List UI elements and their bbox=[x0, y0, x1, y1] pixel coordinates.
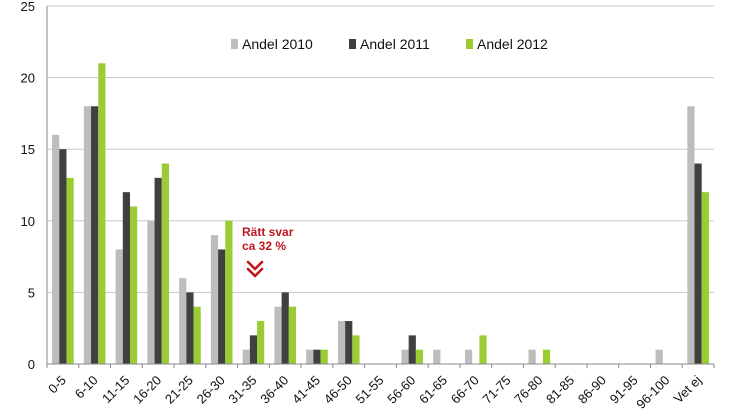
bar bbox=[542, 349, 551, 364]
legend-swatch bbox=[466, 39, 473, 49]
x-tick-label: 0-5 bbox=[45, 373, 69, 397]
axes bbox=[46, 6, 715, 368]
double-chevron-down-icon bbox=[246, 260, 264, 278]
bar bbox=[306, 349, 314, 364]
bar bbox=[130, 206, 138, 364]
bar bbox=[154, 177, 162, 364]
bar bbox=[83, 106, 92, 365]
y-tick-label: 20 bbox=[21, 71, 35, 86]
x-tick-label: 21-25 bbox=[162, 373, 196, 407]
bar bbox=[98, 63, 106, 364]
annotation-line-1: Rätt svar bbox=[242, 225, 294, 239]
bar bbox=[161, 163, 169, 364]
x-tick-label: 31-35 bbox=[225, 373, 259, 407]
annotation-line-2: ca 32 % bbox=[242, 239, 286, 253]
x-tick-label: 66-70 bbox=[448, 373, 482, 407]
y-tick-label: 25 bbox=[21, 0, 35, 14]
legend-label: Andel 2011 bbox=[360, 36, 430, 52]
bar bbox=[147, 220, 155, 364]
bar bbox=[91, 106, 99, 365]
bar bbox=[433, 349, 441, 364]
bar bbox=[345, 321, 353, 364]
legend-label: Andel 2012 bbox=[477, 36, 548, 52]
bar bbox=[401, 349, 409, 364]
x-tick-label: 56-60 bbox=[384, 373, 418, 407]
bar bbox=[694, 163, 702, 364]
x-tick-label: 81-85 bbox=[543, 373, 577, 407]
bar bbox=[210, 235, 219, 364]
legend-swatch bbox=[349, 39, 356, 49]
x-tick-label: 51-55 bbox=[353, 373, 387, 407]
bar bbox=[288, 306, 297, 364]
bar bbox=[242, 349, 250, 364]
bar bbox=[52, 134, 60, 364]
x-tick-label: 11-15 bbox=[99, 373, 132, 406]
legend: Andel 2010 Andel 2011 Andel 2012 bbox=[231, 36, 548, 52]
legend-swatch bbox=[231, 39, 238, 49]
bar bbox=[281, 292, 289, 364]
y-tick-label: 10 bbox=[21, 214, 35, 229]
bar bbox=[218, 249, 226, 364]
bar bbox=[687, 106, 695, 365]
y-tick-label: 0 bbox=[28, 357, 35, 372]
bar bbox=[122, 192, 131, 364]
annotation: Rätt svar ca 32 % bbox=[242, 225, 294, 278]
x-tick-label: 86-90 bbox=[575, 373, 609, 407]
x-tick-label: 61-65 bbox=[416, 373, 450, 407]
x-tick-label: 96-100 bbox=[633, 373, 672, 412]
x-tick-label: 6-10 bbox=[72, 373, 101, 402]
y-axis-ticks: 0 5 10 15 20 25 bbox=[21, 0, 35, 372]
x-tick-label: 26-30 bbox=[194, 373, 228, 407]
x-tick-label: Vet ej bbox=[671, 372, 705, 406]
x-axis-ticks: 0-5 6-1011-1516-2021-2526-3031-3536-4041-… bbox=[45, 372, 704, 411]
x-tick-label: 71-75 bbox=[480, 373, 514, 407]
x-tick-label: 76-80 bbox=[511, 373, 545, 407]
legend-label: Andel 2010 bbox=[242, 36, 313, 52]
bar bbox=[66, 177, 74, 364]
bar bbox=[479, 335, 487, 364]
bar bbox=[249, 335, 258, 364]
bar bbox=[115, 249, 123, 364]
bar bbox=[701, 192, 709, 364]
bar bbox=[352, 335, 360, 364]
x-tick-label: 46-50 bbox=[321, 373, 355, 407]
bar bbox=[528, 349, 536, 364]
bar bbox=[274, 306, 282, 364]
bar bbox=[655, 349, 663, 364]
x-tick-label: 36-40 bbox=[257, 373, 291, 407]
bar bbox=[225, 220, 233, 364]
bar bbox=[257, 321, 265, 364]
bar bbox=[59, 149, 67, 364]
bar bbox=[415, 349, 424, 364]
bar bbox=[408, 335, 416, 364]
bar bbox=[186, 292, 194, 364]
bar bbox=[337, 321, 346, 364]
bars bbox=[52, 63, 709, 365]
bar bbox=[193, 306, 201, 364]
bar bbox=[464, 349, 473, 364]
bar bbox=[179, 278, 187, 364]
bar bbox=[313, 349, 321, 364]
bar bbox=[320, 349, 328, 364]
y-tick-label: 15 bbox=[21, 142, 35, 157]
x-tick-label: 41-45 bbox=[289, 373, 323, 407]
x-tick-label: 16-20 bbox=[130, 373, 164, 407]
y-tick-label: 5 bbox=[28, 285, 35, 300]
